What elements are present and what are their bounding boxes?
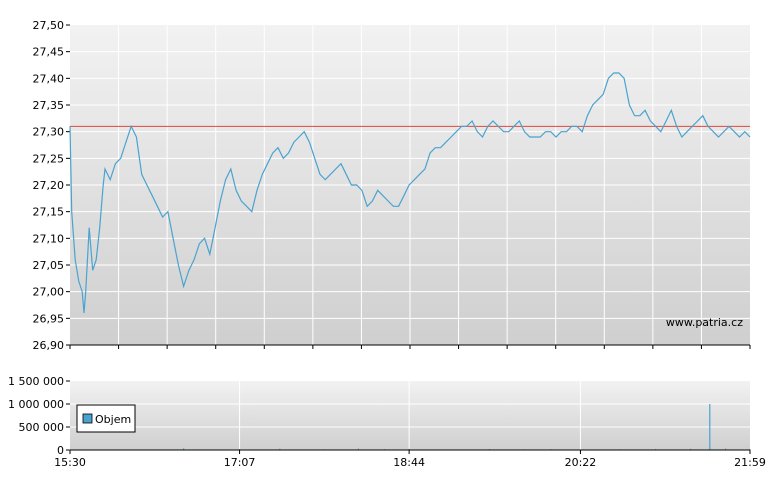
volume-grid (70, 381, 750, 450)
price-y-tick-label: 27,50 (33, 19, 65, 32)
volume-x-ticks: 15:30 17:07 18:44 20:22 21:59 (54, 450, 766, 469)
volume-y-tick-label: 0 (57, 444, 64, 457)
watermark-text: www.patria.cz (666, 316, 743, 329)
price-y-tick-label: 27,05 (33, 259, 65, 272)
volume-x-tick-label: 18:44 (393, 456, 425, 469)
price-y-tick-label: 27,25 (33, 152, 65, 165)
volume-x-tick-label: 20:22 (565, 456, 597, 469)
volume-bar (724, 448, 727, 450)
volume-x-tick-label: 15:30 (54, 456, 86, 469)
volume-bar (709, 404, 711, 450)
price-y-tick-label: 27,20 (33, 179, 65, 192)
legend-label: Objem (95, 413, 131, 426)
volume-bar (357, 448, 360, 450)
price-grid (70, 25, 750, 345)
volume-y-tick-label: 1 000 000 (8, 398, 64, 411)
volume-x-tick-label: 21:59 (734, 456, 766, 469)
volume-legend: Objem (76, 404, 136, 433)
volume-plot-background (70, 381, 750, 450)
volume-x-tick-label: 17:07 (224, 456, 256, 469)
price-y-ticks: 27,50 27,45 27,40 27,35 27,30 27,25 27,20 27,15… (33, 19, 70, 352)
price-y-tick-label: 27,10 (33, 232, 65, 245)
volume-bar (689, 448, 692, 450)
volume-bar (183, 448, 185, 450)
volume-panel: 1 500 000 1 000 000 500 000 0 15:30 17:07 18:… (8, 375, 766, 469)
price-y-tick-label: 27,30 (33, 126, 65, 139)
price-y-tick-label: 27,45 (33, 46, 65, 59)
volume-y-tick-label: 500 000 (19, 421, 65, 434)
legend-box (76, 404, 136, 433)
price-y-tick-label: 27,40 (33, 72, 65, 85)
volume-bar (279, 448, 281, 450)
volume-bar (408, 448, 410, 450)
price-y-tick-label: 27,15 (33, 206, 65, 219)
price-y-tick-label: 26,95 (33, 312, 65, 325)
price-series-line (69, 72, 751, 314)
price-panel: 27,50 27,45 27,40 27,35 27,30 27,25 27,20 27,15… (33, 19, 751, 352)
price-y-tick-label: 27,00 (33, 286, 65, 299)
legend-swatch (82, 413, 93, 424)
price-y-tick-label: 27,35 (33, 99, 65, 112)
price-y-tick-label: 26,90 (33, 339, 65, 352)
price-x-tick-marks (69, 345, 751, 349)
volume-y-ticks: 1 500 000 1 000 000 500 000 0 (8, 375, 70, 457)
volume-y-tick-label: 1 500 000 (8, 375, 64, 388)
